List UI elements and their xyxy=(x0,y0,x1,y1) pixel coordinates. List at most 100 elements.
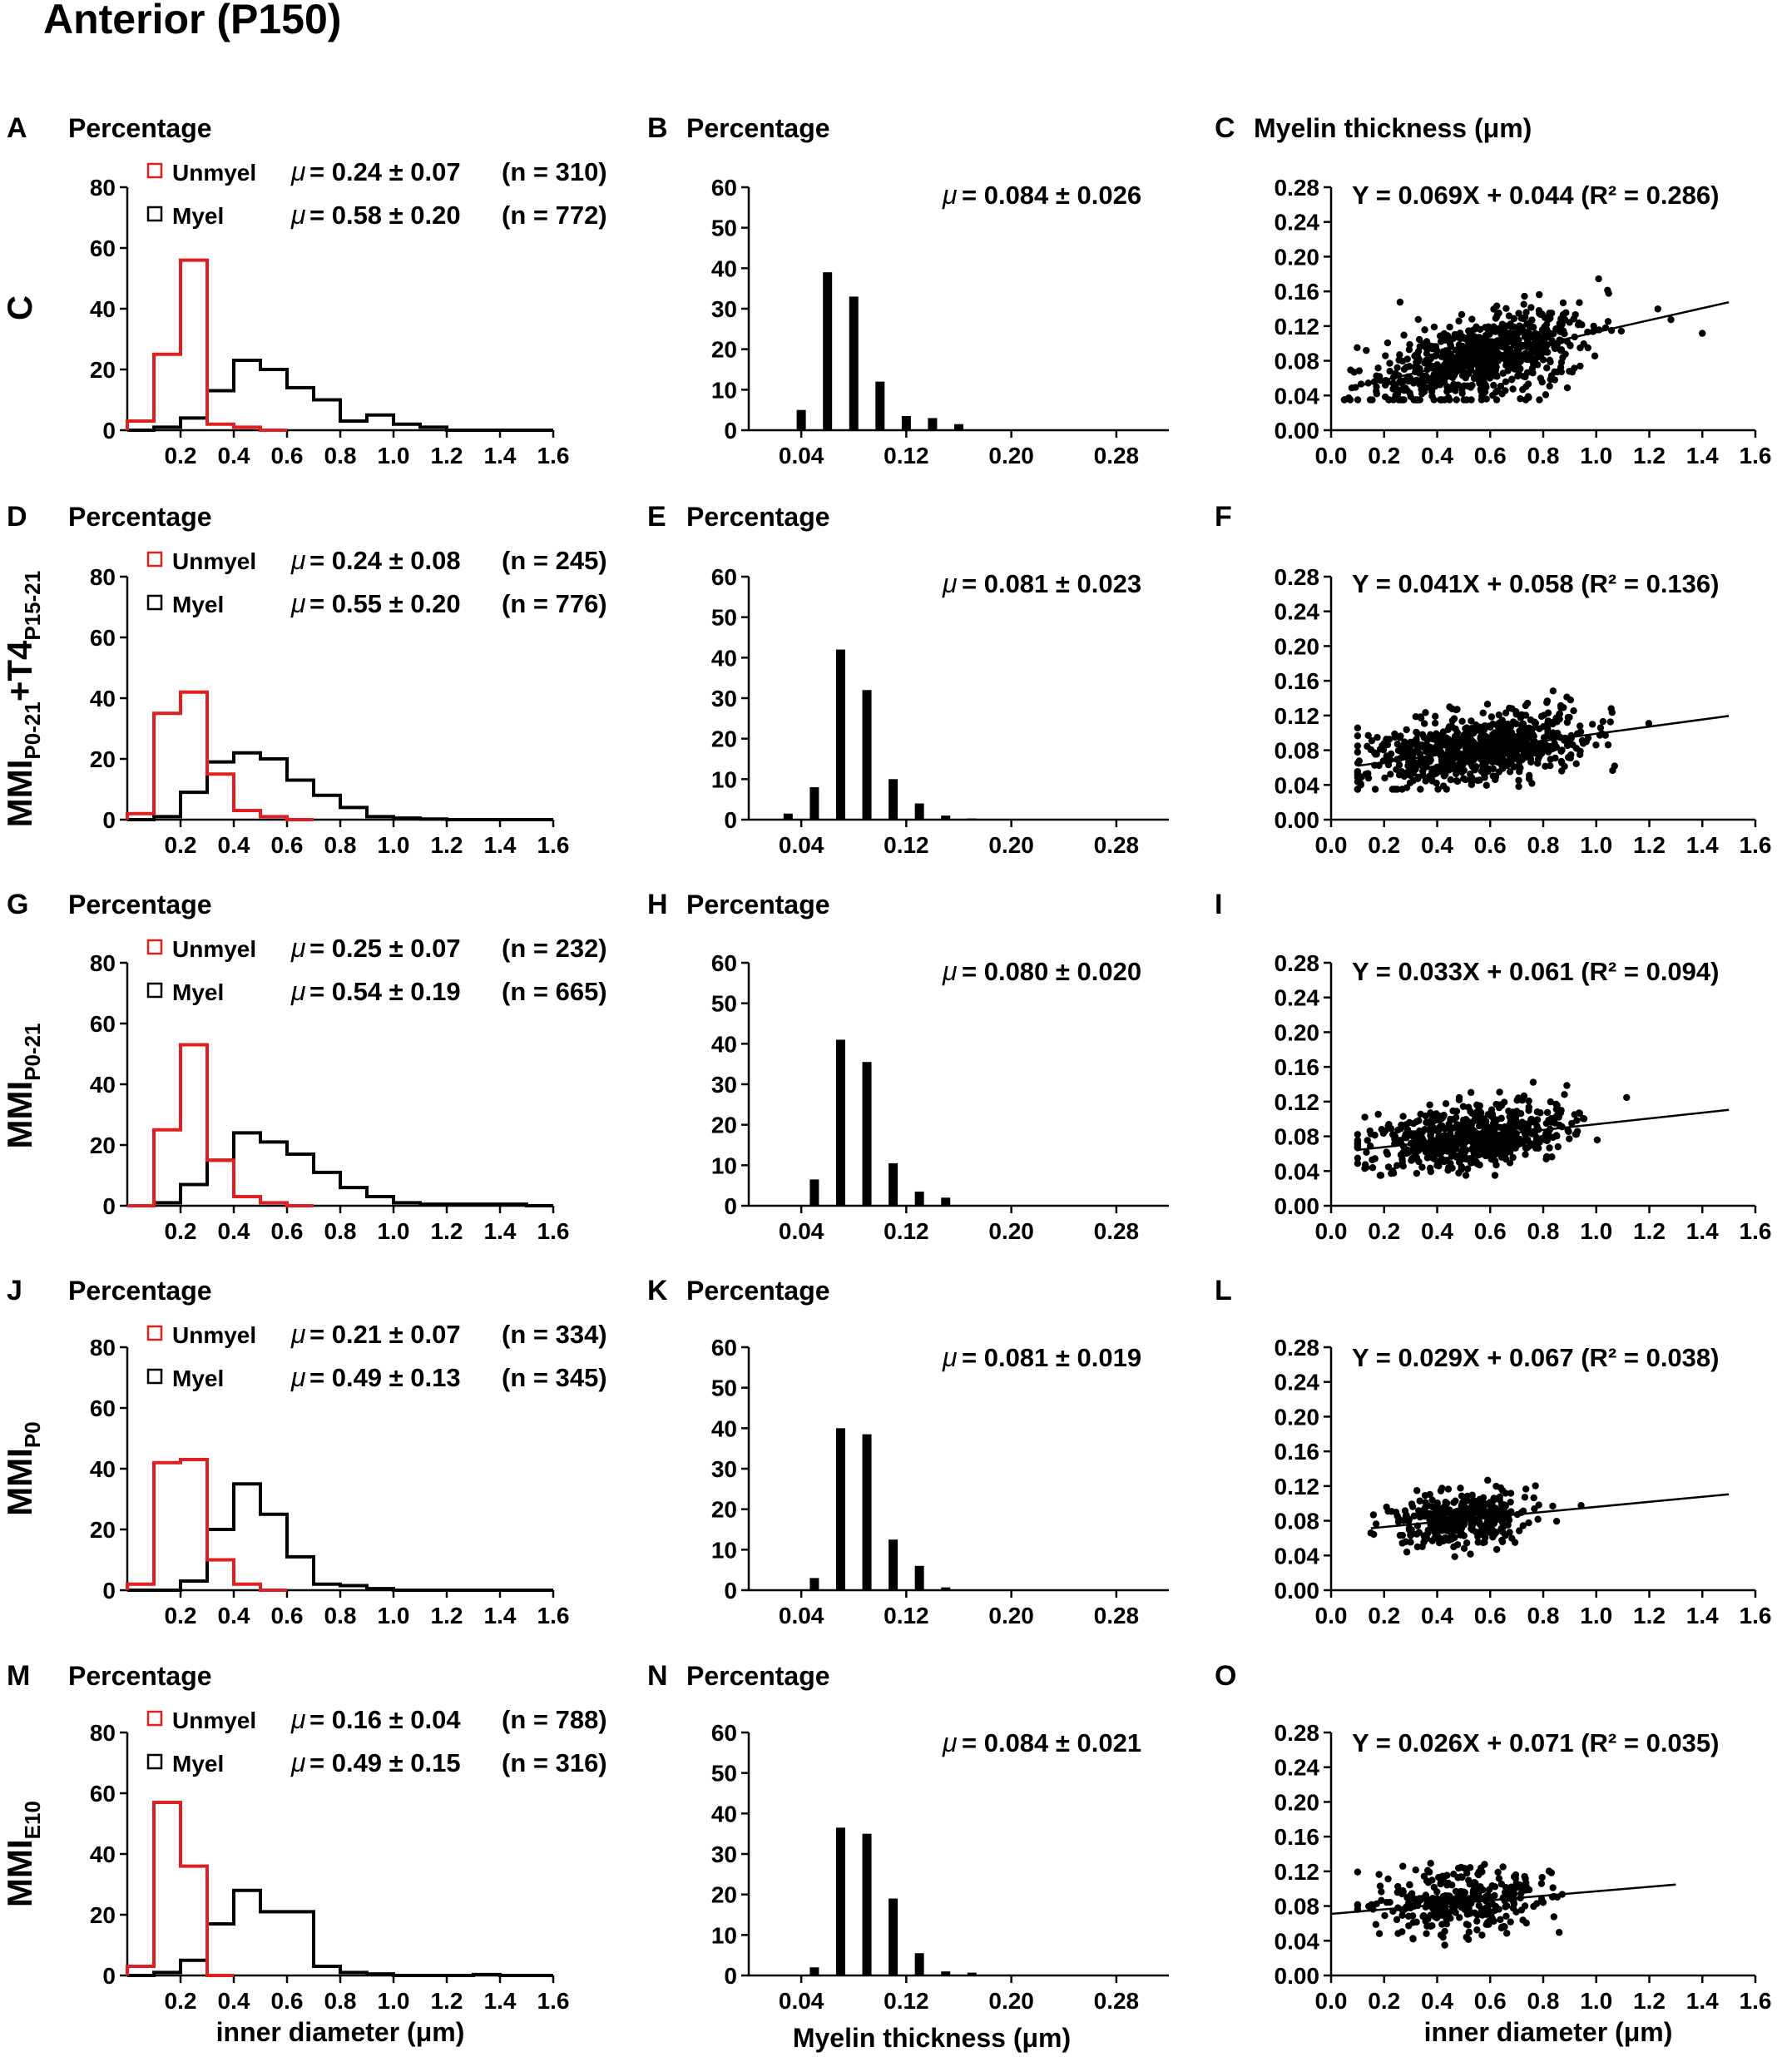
x-tick-label: 0.4 xyxy=(218,443,250,468)
y-tick-label: 80 xyxy=(90,564,116,590)
data-point xyxy=(1458,342,1466,350)
panel-F: F 0.00 0.04 0.08 0.12 0.16 0.20 0.24 0.28 0.0 0.2 0… xyxy=(1215,501,1771,858)
x-tick-label: 0.28 xyxy=(1094,832,1140,858)
x-tick-label: 0.4 xyxy=(218,832,250,858)
data-point xyxy=(1415,1136,1423,1143)
x-tick-label: 1.0 xyxy=(378,1988,410,2014)
data-point xyxy=(1492,302,1501,310)
data-point xyxy=(1454,1888,1463,1896)
x-tick-label: 1.6 xyxy=(537,1218,570,1244)
y-tick-label: 0.16 xyxy=(1275,1054,1320,1080)
data-point xyxy=(1498,1486,1507,1495)
y-axis-title: Percentage xyxy=(68,1661,212,1691)
data-point xyxy=(1540,734,1548,741)
data-point xyxy=(1536,290,1543,299)
data-point xyxy=(1578,321,1586,329)
mu-symbol: μ xyxy=(290,933,306,963)
row-label-text: C xyxy=(0,295,39,320)
data-point xyxy=(1402,1121,1410,1128)
data-point xyxy=(1474,1539,1482,1546)
data-point xyxy=(1413,1543,1422,1551)
data-point xyxy=(1363,1148,1370,1157)
regression-line xyxy=(1357,1108,1730,1152)
row-label-part: P15-21 xyxy=(20,571,45,641)
panel-M: M Percentage 0 20 40 60 80 0.2 0.4 0.6 0.8 1.0 1.2 1.… xyxy=(7,1660,607,2014)
data-point xyxy=(1554,1143,1562,1151)
data-point xyxy=(1369,396,1376,404)
bar xyxy=(967,818,977,820)
data-point xyxy=(1375,1930,1384,1937)
stat-mean-sd: = 0.084 ± 0.026 xyxy=(962,181,1141,210)
data-point xyxy=(1396,351,1403,359)
data-point xyxy=(1506,1123,1514,1131)
y-tick-label: 0.16 xyxy=(1275,668,1320,694)
y-tick-label: 40 xyxy=(90,1456,116,1482)
x-tick-label: 0.6 xyxy=(271,1218,304,1244)
y-tick-label: 0.24 xyxy=(1275,1370,1320,1395)
data-point xyxy=(1497,1880,1506,1888)
data-point xyxy=(1502,1139,1510,1147)
data-point xyxy=(1506,1159,1514,1167)
data-point xyxy=(1495,711,1502,719)
x-tick-label: 0.0 xyxy=(1315,1218,1348,1244)
data-point xyxy=(1483,751,1492,760)
data-point xyxy=(1508,335,1517,343)
data-point xyxy=(1465,1908,1473,1916)
data-point xyxy=(1489,772,1497,780)
data-point xyxy=(1381,774,1388,782)
data-point xyxy=(1361,1113,1369,1121)
data-point xyxy=(1527,349,1535,357)
data-point xyxy=(1506,768,1514,776)
data-point xyxy=(1488,1893,1496,1901)
data-point xyxy=(1422,1144,1430,1152)
x-tick-label: 0.04 xyxy=(779,1988,824,2014)
x-tick-label: 1.2 xyxy=(1633,832,1666,858)
data-point xyxy=(1445,723,1453,731)
data-point xyxy=(1358,773,1365,781)
data-point xyxy=(1596,724,1605,731)
data-point xyxy=(1437,1931,1445,1939)
stat-n: (n = 245) xyxy=(502,546,607,575)
data-point xyxy=(1534,1144,1542,1152)
data-point xyxy=(1387,750,1395,758)
y-tick-label: 20 xyxy=(711,1497,737,1523)
data-point xyxy=(1654,305,1661,313)
data-point xyxy=(1355,757,1364,765)
x-tick-label: 1.4 xyxy=(1686,443,1719,468)
data-point xyxy=(1572,745,1581,752)
data-point xyxy=(1427,1167,1435,1176)
panel-letter: J xyxy=(7,1275,22,1306)
data-point xyxy=(1503,720,1512,728)
data-point xyxy=(1466,1864,1474,1871)
data-point xyxy=(1507,320,1514,328)
data-point xyxy=(1498,343,1507,350)
y-tick-label: 0.24 xyxy=(1275,210,1320,235)
x-tick-label: 0.6 xyxy=(271,1988,304,2014)
data-point xyxy=(1523,1144,1532,1152)
data-point xyxy=(1497,1153,1506,1161)
legend-swatch-myel xyxy=(146,594,163,611)
data-point xyxy=(1386,359,1393,367)
data-point xyxy=(1403,726,1410,734)
x-tick-label: 0.8 xyxy=(1527,1988,1560,2014)
figure-title: Anterior (P150) xyxy=(43,0,341,42)
data-point xyxy=(1468,717,1475,725)
data-point xyxy=(1484,736,1492,744)
data-point xyxy=(1512,1884,1520,1891)
data-point xyxy=(1475,1518,1483,1526)
data-point xyxy=(1452,1145,1459,1153)
data-point xyxy=(1510,315,1518,323)
data-point xyxy=(1580,340,1587,348)
stat-n: (n = 316) xyxy=(502,1748,607,1777)
data-point xyxy=(1447,1915,1454,1922)
data-point xyxy=(1442,764,1449,772)
data-point xyxy=(1465,1928,1473,1936)
data-point xyxy=(1418,1163,1426,1171)
data-point xyxy=(1457,1531,1464,1539)
data-point xyxy=(1433,1895,1441,1902)
data-point xyxy=(1525,1886,1533,1894)
mu-symbol: μ xyxy=(942,956,958,986)
y-tick-label: 0.28 xyxy=(1275,1335,1320,1361)
data-point xyxy=(1435,1539,1443,1547)
